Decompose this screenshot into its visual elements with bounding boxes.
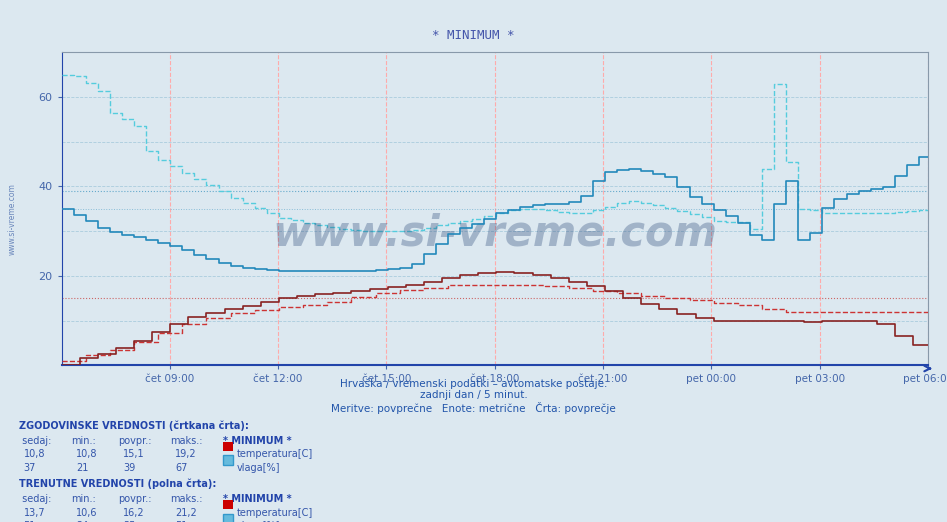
Text: 13,7: 13,7: [24, 508, 45, 518]
Text: 10,8: 10,8: [76, 449, 98, 459]
Text: sedaj:: sedaj:: [19, 436, 51, 446]
Text: Meritve: povprečne   Enote: metrične   Črta: povprečje: Meritve: povprečne Enote: metrične Črta:…: [331, 402, 616, 414]
Text: maks.:: maks.:: [170, 494, 203, 504]
Text: temperatura[C]: temperatura[C]: [237, 508, 313, 518]
Text: povpr.:: povpr.:: [118, 436, 152, 446]
Text: 51: 51: [24, 521, 36, 522]
Text: 24: 24: [76, 521, 88, 522]
Text: www.si-vreme.com: www.si-vreme.com: [273, 213, 717, 255]
Text: vlaga[%]: vlaga[%]: [237, 521, 280, 522]
Text: www.si-vreme.com: www.si-vreme.com: [8, 183, 17, 255]
Text: Hrvaška / vremenski podatki – avtomatske postaje.: Hrvaška / vremenski podatki – avtomatske…: [340, 378, 607, 389]
Text: 19,2: 19,2: [175, 449, 197, 459]
Text: TRENUTNE VREDNOSTI (polna črta):: TRENUTNE VREDNOSTI (polna črta):: [19, 479, 216, 489]
Text: * MINIMUM *: * MINIMUM *: [223, 436, 291, 446]
Text: 39: 39: [123, 463, 135, 473]
Text: min.:: min.:: [71, 494, 96, 504]
Text: 16,2: 16,2: [123, 508, 145, 518]
Text: 10,6: 10,6: [76, 508, 98, 518]
Text: vlaga[%]: vlaga[%]: [237, 463, 280, 473]
Text: 21,2: 21,2: [175, 508, 197, 518]
Text: ZGODOVINSKE VREDNOSTI (črtkana črta):: ZGODOVINSKE VREDNOSTI (črtkana črta):: [19, 420, 249, 431]
Text: 67: 67: [175, 463, 188, 473]
Text: 15,1: 15,1: [123, 449, 145, 459]
Text: * MINIMUM *: * MINIMUM *: [432, 29, 515, 42]
Text: povpr.:: povpr.:: [118, 494, 152, 504]
Text: * MINIMUM *: * MINIMUM *: [223, 494, 291, 504]
Text: maks.:: maks.:: [170, 436, 203, 446]
Text: zadnji dan / 5 minut.: zadnji dan / 5 minut.: [420, 390, 527, 400]
Text: 51: 51: [175, 521, 188, 522]
Text: 37: 37: [24, 463, 36, 473]
Text: temperatura[C]: temperatura[C]: [237, 449, 313, 459]
Text: 21: 21: [76, 463, 88, 473]
Text: 35: 35: [123, 521, 135, 522]
Text: sedaj:: sedaj:: [19, 494, 51, 504]
Text: 10,8: 10,8: [24, 449, 45, 459]
Text: min.:: min.:: [71, 436, 96, 446]
